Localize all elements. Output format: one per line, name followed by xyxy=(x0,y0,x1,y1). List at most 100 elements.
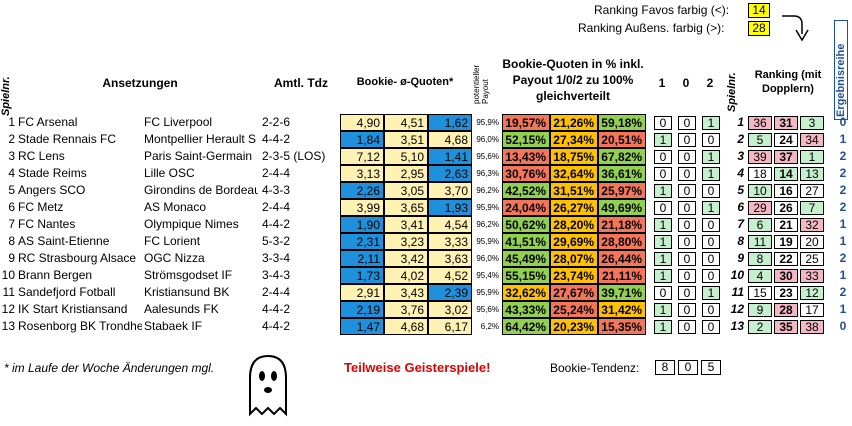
tendenz-t2: 0 xyxy=(702,252,720,266)
row-number-2: 5 xyxy=(737,183,744,197)
percent-p1: 50,62% xyxy=(502,216,550,233)
quote-q1: 1,84 xyxy=(340,131,384,148)
percent-p1: 52,15% xyxy=(502,131,550,148)
row-number-2: 12 xyxy=(730,302,744,316)
ranking-r2: 32 xyxy=(800,218,824,232)
quote-q1: 2,31 xyxy=(340,233,384,250)
quote-q1: 3,99 xyxy=(340,199,384,216)
percent-p2: 49,69% xyxy=(598,199,646,216)
home-team: RC Strasbourg Alsace xyxy=(18,251,137,265)
quote-q1: 2,11 xyxy=(340,250,384,267)
amtl-tendenz: 4-3-3 xyxy=(262,183,291,197)
quote-q2: 4,52 xyxy=(428,267,472,284)
ranking-r1: 29 xyxy=(748,201,772,215)
payout-value: 96,2% xyxy=(476,186,499,195)
percent-p2: 25,97% xyxy=(598,182,646,199)
quote-q1: 1,73 xyxy=(340,267,384,284)
percent-p2: 28,80% xyxy=(598,233,646,250)
ranking-r2: 25 xyxy=(800,252,824,266)
ergebnis-value: 1 xyxy=(839,234,847,248)
quote-q2: 6,17 xyxy=(428,318,472,335)
row-number: 12 xyxy=(1,302,15,316)
quote-q2: 3,02 xyxy=(428,301,472,318)
quote-q0: 2,95 xyxy=(384,165,428,182)
quote-q2: 2,39 xyxy=(428,284,472,301)
amtl-tendenz: 4-4-2 xyxy=(262,302,291,316)
row-number: 7 xyxy=(8,217,15,231)
tendenz-t1: 1 xyxy=(654,320,672,334)
row-number-2: 10 xyxy=(730,268,744,282)
legend-favos-label: Ranking Favos farbig (<): xyxy=(594,3,730,17)
percent-p1: 64,42% xyxy=(502,318,550,335)
tendenz-t2: 1 xyxy=(702,116,720,130)
tendenz-t2: 0 xyxy=(702,133,720,147)
quote-q0: 5,10 xyxy=(384,148,428,165)
row-number: 10 xyxy=(1,268,15,282)
tendenz-t1: 1 xyxy=(654,252,672,266)
row-number-2: 4 xyxy=(737,166,744,180)
percent-p0: 18,75% xyxy=(550,148,598,165)
payout-value: 96,0% xyxy=(476,254,499,263)
tendenz-t1: 0 xyxy=(654,150,672,164)
payout-value: 95,9% xyxy=(476,288,499,297)
percent-p1: 42,52% xyxy=(502,182,550,199)
row-number-2: 11 xyxy=(731,285,744,299)
quote-q2: 1,41 xyxy=(428,148,472,165)
row-number-2: 7 xyxy=(737,217,744,231)
row-number: 5 xyxy=(8,183,15,197)
row-number-2: 13 xyxy=(730,319,744,333)
percent-p2: 67,82% xyxy=(598,148,646,165)
amtl-tendenz: 2-4-4 xyxy=(262,285,291,299)
amtl-tendenz: 3-4-3 xyxy=(262,268,291,282)
tendenz-t1: 1 xyxy=(654,269,672,283)
away-team: Aalesunds FK xyxy=(144,302,219,316)
ranking-r2: 38 xyxy=(800,320,824,334)
row-number-2: 3 xyxy=(737,149,744,163)
footer-note: * im Laufe der Woche Änderungen mgl. xyxy=(4,361,215,375)
quote-q1: 1,47 xyxy=(340,318,384,335)
percent-p0: 20,23% xyxy=(550,318,598,335)
home-team: Stade Reims xyxy=(18,166,87,180)
tendenz-t2: 1 xyxy=(702,286,720,300)
amtl-tendenz: 2-3-5 (LOS) xyxy=(262,149,326,163)
ranking-r0: 37 xyxy=(774,150,798,164)
percent-p2: 21,11% xyxy=(598,267,646,284)
ergebnis-value: 2 xyxy=(839,183,847,197)
percent-p0: 21,26% xyxy=(550,114,598,131)
legend-aussen-label: Ranking Außens. farbig (>): xyxy=(578,21,725,35)
amtl-tendenz: 3-3-4 xyxy=(262,251,291,265)
ranking-r2: 17 xyxy=(800,303,824,317)
away-team: Stabaek IF xyxy=(144,319,203,333)
tendenz-t1: 1 xyxy=(654,218,672,232)
percent-p2: 59,18% xyxy=(598,114,646,131)
home-team: FC Nantes xyxy=(18,217,76,231)
ranking-r0: 21 xyxy=(774,218,798,232)
payout-value: 95,6% xyxy=(476,305,499,314)
home-team: Rosenborg BK Trondheim xyxy=(18,319,142,333)
row-number-2: 2 xyxy=(737,132,744,146)
row-number: 9 xyxy=(8,251,15,265)
col1-header: 1 xyxy=(658,76,666,90)
percent-p1: 55,15% xyxy=(502,267,550,284)
payout-value: 95,9% xyxy=(476,237,499,246)
percent-p0: 28,07% xyxy=(550,250,598,267)
row-number: 8 xyxy=(8,234,15,248)
tendenz-t0: 0 xyxy=(678,320,696,334)
quote-q1: 2,91 xyxy=(340,284,384,301)
tendenz-t1: 0 xyxy=(654,167,672,181)
col2-header: 2 xyxy=(706,76,714,90)
ergebnis-value: 0 xyxy=(839,319,847,333)
percent-p2: 31,42% xyxy=(598,301,646,318)
ranking-r2: 20 xyxy=(800,235,824,249)
ranking-r0: 30 xyxy=(774,269,798,283)
ranking-r1: 11 xyxy=(748,235,772,249)
ranking-r1: 2 xyxy=(748,320,772,334)
payout-value: 95,6% xyxy=(476,152,499,161)
ranking-r0: 26 xyxy=(774,201,798,215)
tendenz-t0: 0 xyxy=(678,184,696,198)
percent-p1: 41,51% xyxy=(502,233,550,250)
percent-p0: 27,34% xyxy=(550,131,598,148)
ranking-r1: 9 xyxy=(748,303,772,317)
quote-q2: 4,68 xyxy=(428,131,472,148)
tendenz-t2: 0 xyxy=(702,269,720,283)
